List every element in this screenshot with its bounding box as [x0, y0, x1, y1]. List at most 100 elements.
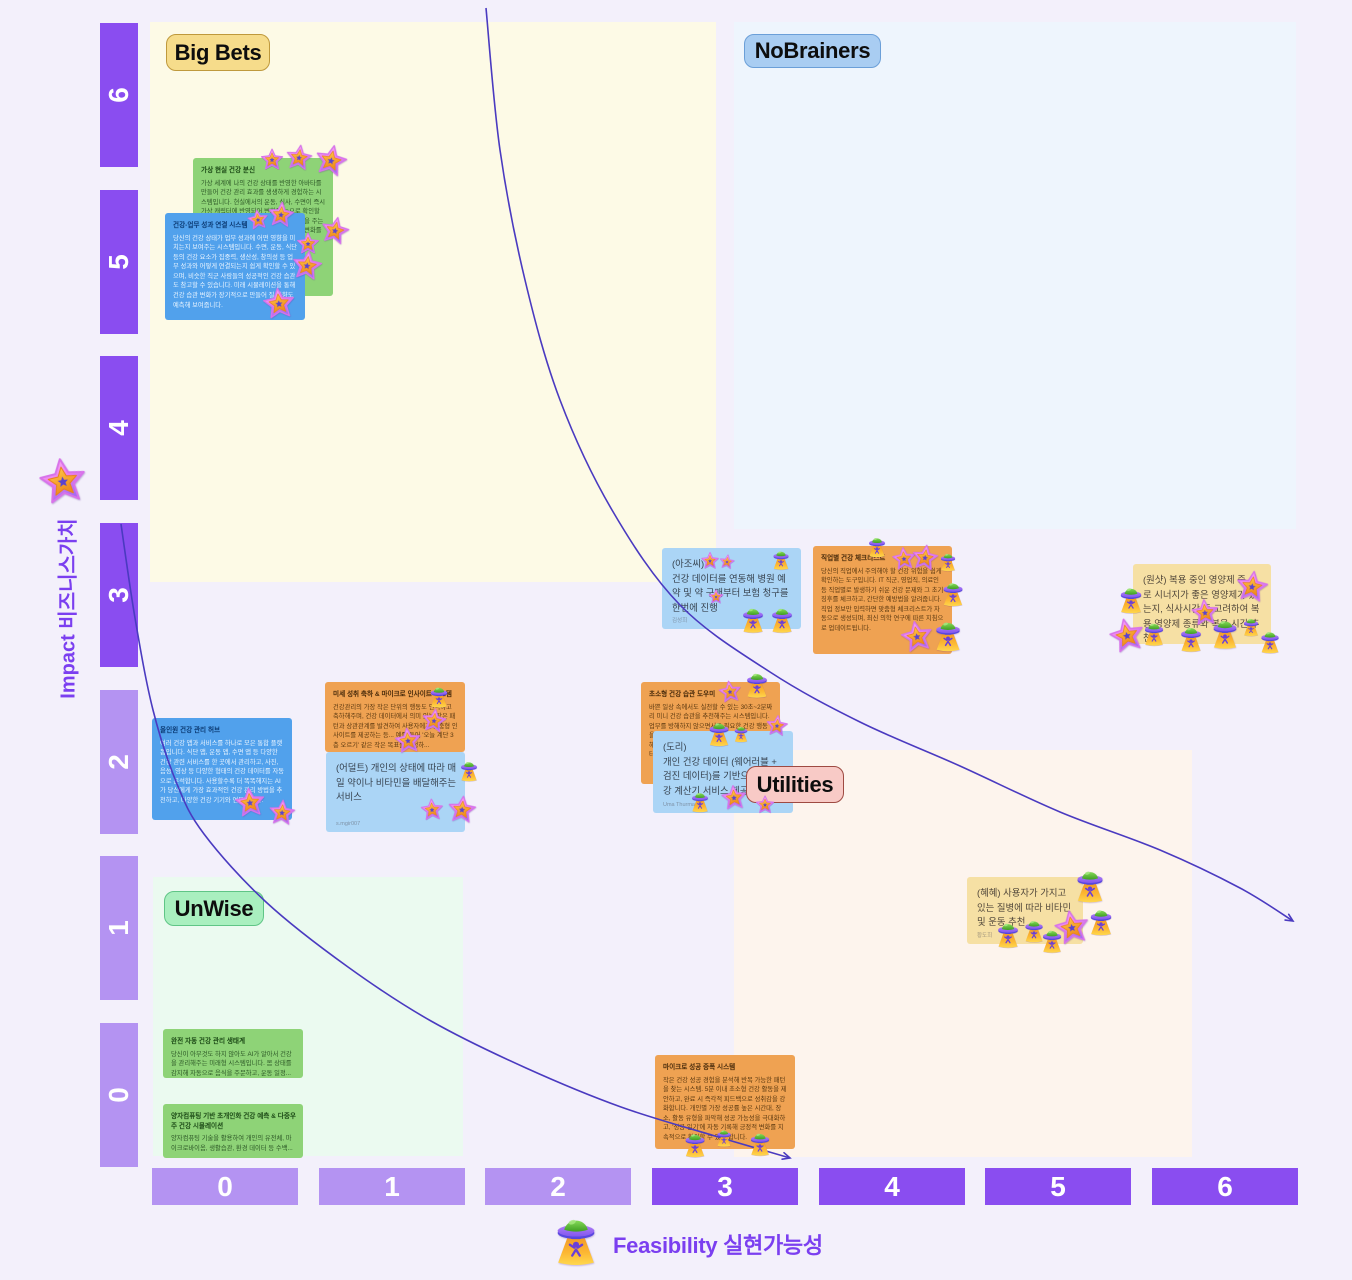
ufo-sticker[interactable]: [1076, 870, 1104, 904]
ufo-sticker[interactable]: [773, 550, 789, 571]
star-sticker[interactable]: [720, 784, 748, 810]
note-body: 건강관리의 가장 작은 단위의 행동도 인식하고 축하해주며, 건강 데이터에서…: [333, 703, 458, 749]
ufo-sticker[interactable]: [771, 607, 793, 634]
ufo-sticker[interactable]: [1212, 619, 1238, 650]
note-title: 마이크로 성공 증폭 시스템: [663, 1064, 736, 1071]
star-sticker[interactable]: [319, 214, 352, 246]
sticky-note-n2[interactable]: 건강-업무 성과 연결 시스템 당신의 건강 상태가 업무 성과에 어떤 영향을 …: [165, 213, 305, 320]
star-sticker[interactable]: [420, 707, 448, 733]
star-sticker[interactable]: [393, 726, 422, 754]
sticky-note-n5[interactable]: (원샷) 복용 중인 영양제 중 서로 시너지가 좋은 영양제가 있는지, 식사…: [1133, 564, 1271, 644]
x-axis-value: 1: [384, 1170, 400, 1202]
x-axis-block-1[interactable]: 1: [319, 1168, 465, 1205]
star-sticker[interactable]: [1234, 568, 1270, 603]
star-sticker[interactable]: [290, 248, 324, 281]
x-axis-block-4[interactable]: 4: [819, 1168, 965, 1205]
star-sticker[interactable]: [717, 679, 743, 703]
star-sticker[interactable]: [765, 713, 789, 737]
note-title: 직업별 건강 체크리스트: [821, 555, 886, 562]
star-sticker[interactable]: [755, 795, 775, 813]
ufo-sticker[interactable]: [460, 761, 478, 782]
ufo-sticker[interactable]: [685, 1133, 705, 1158]
x-axis-value: 2: [550, 1170, 566, 1202]
y-axis-block-0[interactable]: 0: [100, 1023, 138, 1167]
x-axis-block-6[interactable]: 6: [1152, 1168, 1298, 1205]
ufo-sticker[interactable]: [1180, 626, 1202, 653]
curve-upper: [485, 7, 1294, 922]
sticky-note-n10[interactable]: 올인원 건강 관리 허브 여러 건강 앱과 서비스를 하나로 모은 통합 플랫폼입…: [152, 718, 292, 820]
x-axis-block-5[interactable]: 5: [985, 1168, 1131, 1205]
ufo-sticker[interactable]: [716, 1129, 732, 1148]
star-sticker[interactable]: [261, 286, 296, 319]
quadrant-label-unwise[interactable]: UnWise: [164, 891, 264, 926]
star-sticker[interactable]: [313, 141, 350, 178]
ufo-sticker[interactable]: [1024, 920, 1044, 943]
x-axis-block-3[interactable]: 3: [652, 1168, 798, 1205]
y-axis-block-1[interactable]: 1: [100, 856, 138, 1000]
ufo-sticker[interactable]: [997, 922, 1019, 949]
curve-lower: [120, 523, 791, 1159]
sticky-note-n9[interactable]: (어덜트) 개인의 상태에 따라 매일 약이나 비타민을 배달해주는 서비스 s.…: [326, 752, 465, 832]
note-title: 초소형 건강 습관 도우미: [649, 691, 716, 698]
quadrant-label-nobrainers[interactable]: NoBrainers: [744, 34, 881, 68]
quadrant-label-bigbets[interactable]: Big Bets: [166, 34, 270, 71]
sticky-note-n12[interactable]: 완전 자동 건강 관리 생태계 당신이 아무것도 하지 않아도 AI가 알아서 건…: [163, 1029, 303, 1078]
star-sticker[interactable]: [268, 798, 296, 826]
ufo-sticker[interactable]: [750, 1132, 770, 1157]
x-axis-value: 6: [1217, 1170, 1233, 1202]
star-sticker[interactable]: [1106, 615, 1147, 654]
star-sticker[interactable]: [447, 794, 478, 824]
star-sticker[interactable]: [718, 553, 736, 570]
note-body: 당신의 직업에서 주의해야 할 건강 위험을 쉽게 확인하는 도구입니다. IT…: [821, 567, 944, 633]
ufo-sticker[interactable]: [1243, 618, 1259, 637]
ufo-sticker[interactable]: [742, 607, 764, 634]
star-sticker[interactable]: [420, 797, 444, 821]
star-sticker[interactable]: [898, 618, 935, 653]
ufo-sticker[interactable]: [943, 582, 963, 607]
x-axis-block-2[interactable]: 2: [485, 1168, 631, 1205]
ufo-sticker[interactable]: [1090, 909, 1112, 936]
y-axis-block-5[interactable]: 5: [100, 190, 138, 334]
star-sticker[interactable]: [37, 455, 89, 505]
star-sticker[interactable]: [297, 232, 319, 254]
star-sticker[interactable]: [1190, 598, 1220, 626]
star-sticker[interactable]: [891, 545, 917, 570]
ufo-sticker[interactable]: [1042, 929, 1062, 954]
note-body: 작은 건강 성공 경험을 분석해 반복 가능한 패턴을 찾는 시스템. 5분 이…: [663, 1076, 787, 1142]
ufo-sticker[interactable]: [868, 537, 886, 558]
y-axis-block-4[interactable]: 4: [100, 356, 138, 500]
note-title: 올인원 건강 관리 허브: [160, 727, 221, 734]
star-sticker[interactable]: [261, 148, 283, 170]
y-axis-block-6[interactable]: 6: [100, 23, 138, 167]
star-sticker[interactable]: [284, 142, 314, 171]
star-sticker[interactable]: [708, 589, 724, 604]
star-sticker[interactable]: [246, 208, 270, 230]
star-sticker[interactable]: [701, 551, 719, 569]
x-axis-block-0[interactable]: 0: [152, 1168, 298, 1205]
ufo-sticker[interactable]: [1120, 587, 1142, 614]
sticky-note-n13[interactable]: 양자컴퓨팅 기반 초개인화 건강 예측 & 다중우주 건강 시뮬레이션 양자컴퓨팅…: [163, 1104, 303, 1158]
ufo-sticker[interactable]: [940, 553, 956, 572]
ufo-sticker[interactable]: [1144, 622, 1164, 647]
ufo-sticker[interactable]: [935, 621, 961, 653]
quadrant-label-utilities[interactable]: Utilities: [746, 766, 844, 803]
ufo-sticker[interactable]: [556, 1217, 596, 1267]
ufo-sticker[interactable]: [430, 686, 448, 709]
ufo-sticker[interactable]: [734, 726, 748, 743]
sticky-note-n11[interactable]: (혜혜) 사용자가 가지고 있는 질병에 따라 비타민 및 운동 추천 황도희: [967, 877, 1083, 944]
ufo-sticker[interactable]: [1260, 631, 1280, 654]
note-author: s.mgir007: [336, 821, 361, 827]
star-sticker[interactable]: [233, 786, 266, 817]
ufo-sticker[interactable]: [709, 722, 729, 747]
note-body: (아조씨) 건강 데이터를 연동해 병원 예약 및 약 구매부터 보험 청구를 …: [672, 558, 789, 613]
note-author: Uma Thurman: [663, 802, 699, 808]
star-sticker[interactable]: [910, 542, 940, 571]
curve-lower-arrowhead: [781, 1151, 792, 1160]
note-title: 완전 자동 건강 관리 생태계: [171, 1038, 246, 1045]
star-sticker[interactable]: [267, 200, 296, 228]
ufo-sticker[interactable]: [691, 792, 709, 813]
y-axis-block-2[interactable]: 2: [100, 690, 138, 834]
ufo-sticker[interactable]: [746, 672, 768, 699]
